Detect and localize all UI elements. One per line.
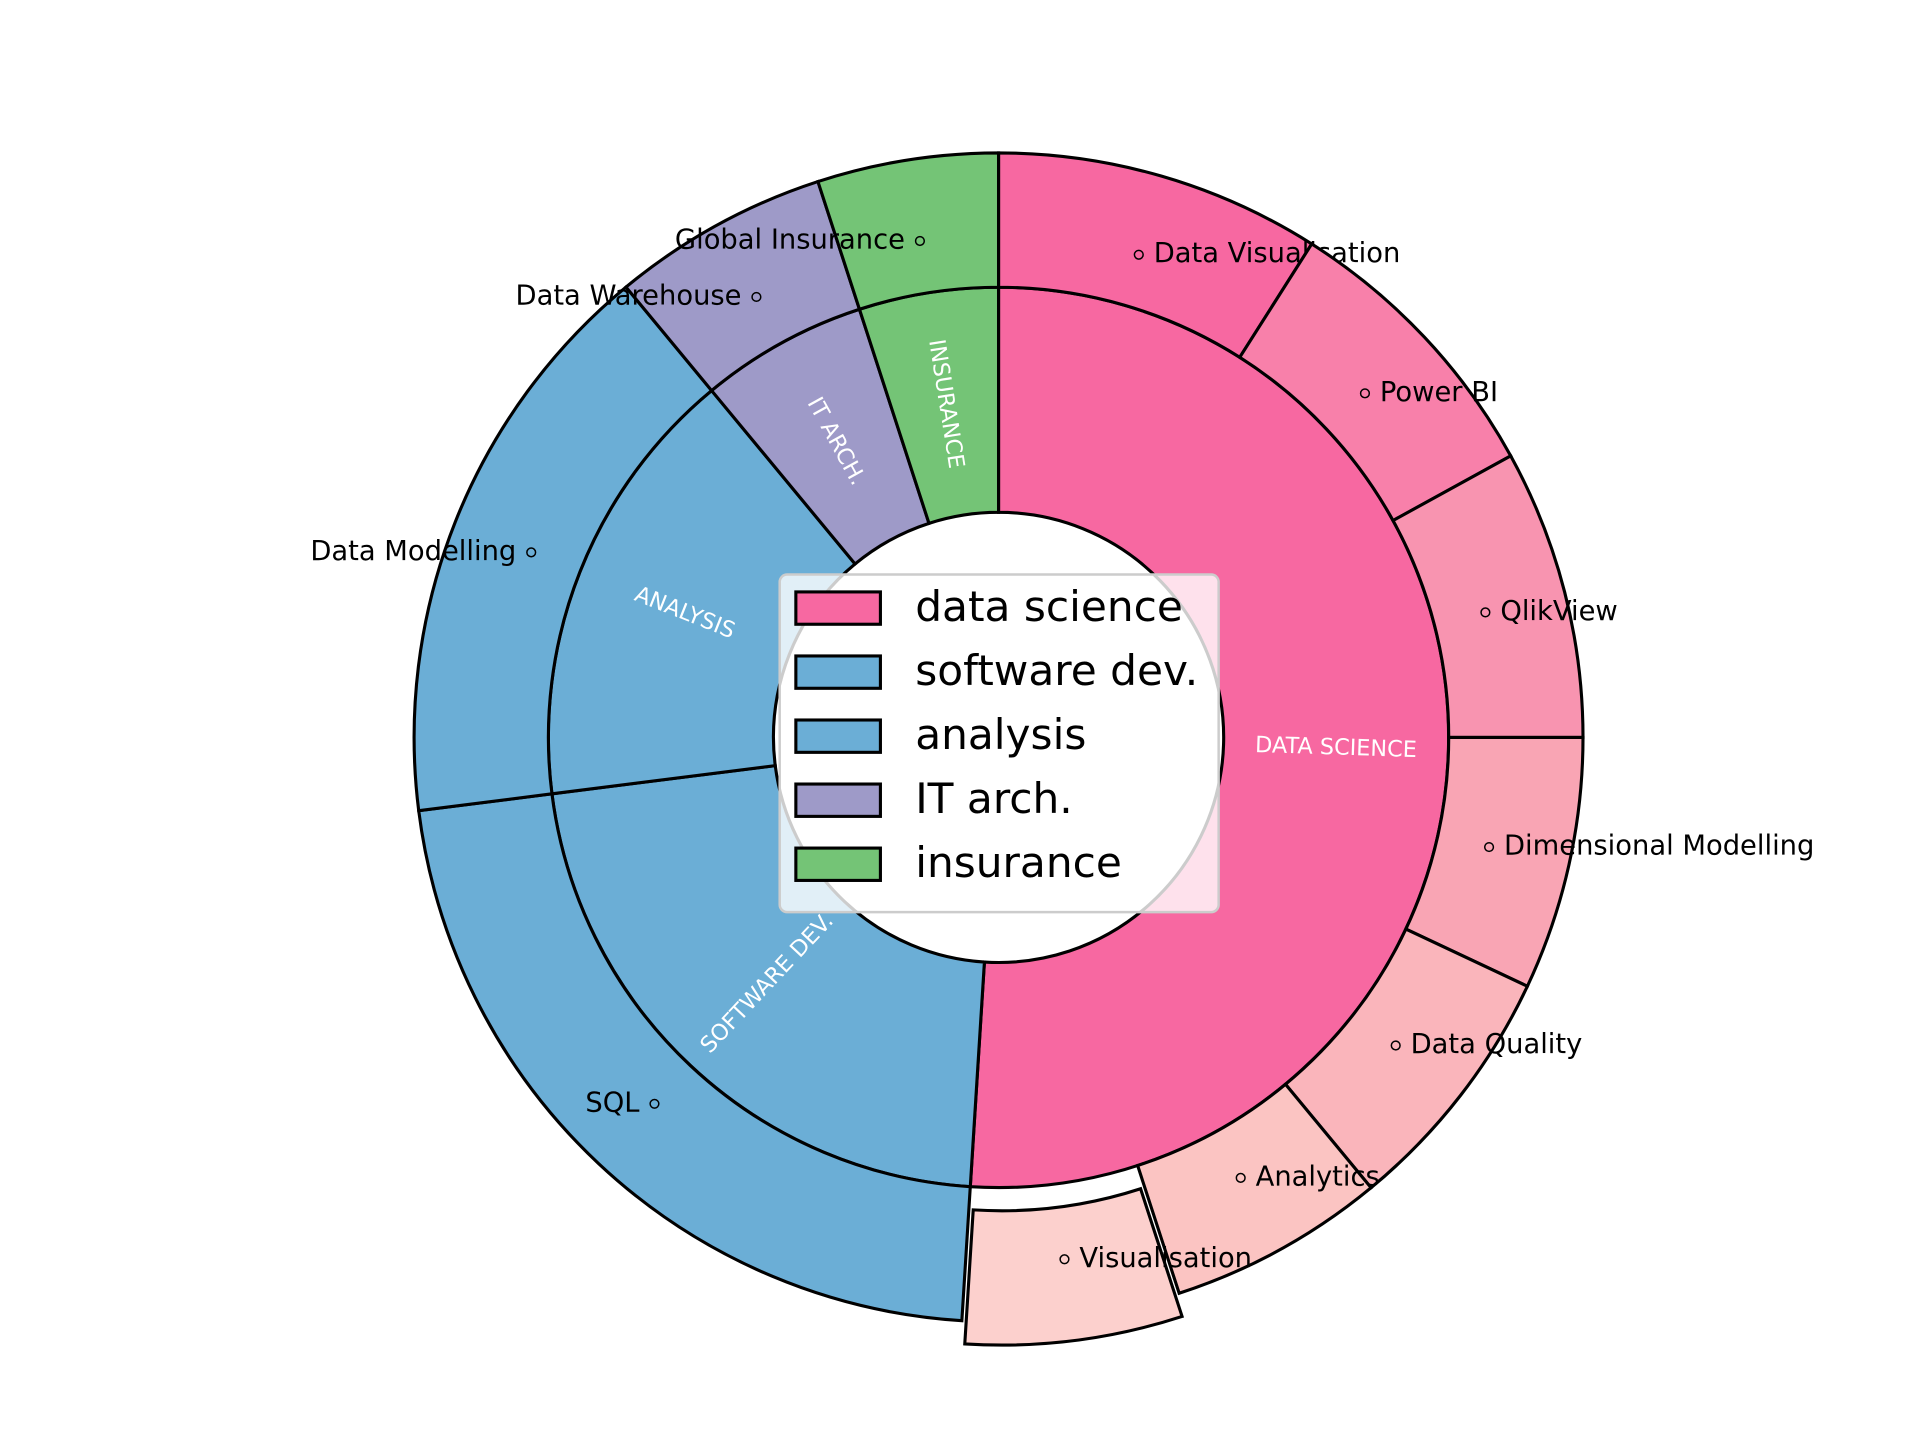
legend-swatch: [794, 782, 882, 818]
label-marker: [1059, 1254, 1070, 1265]
outer-label: Visualisation: [1079, 1243, 1252, 1274]
outer-label: Data Visualisation: [1154, 238, 1401, 269]
legend-label: IT arch.: [915, 774, 1073, 823]
outer-label: Dimensional Modelling: [1504, 831, 1814, 862]
label-marker: [1480, 607, 1491, 618]
outer-label: Power BI: [1380, 377, 1498, 408]
outer-label: Analytics: [1256, 1161, 1380, 1192]
label-marker: [751, 291, 762, 303]
outer-label: Data Quality: [1411, 1029, 1583, 1060]
legend-swatch: [794, 590, 882, 626]
legend-box: [778, 573, 1220, 914]
label-marker: [526, 547, 537, 558]
outer-label: Data Modelling: [310, 536, 516, 567]
legend-label: data science: [915, 582, 1183, 631]
legend-swatch: [794, 846, 882, 882]
legend: data science software dev. analysis IT arch…: [778, 573, 1220, 914]
outer-label: QlikView: [1500, 596, 1617, 627]
outer-wedge: [963, 1186, 1185, 1347]
label-marker: [1235, 1172, 1246, 1183]
legend-label: insurance: [915, 838, 1122, 887]
label-marker: [914, 235, 926, 247]
legend-label: analysis: [915, 710, 1086, 759]
outer-wedge: [815, 151, 1001, 312]
outer-label: SQL: [585, 1087, 640, 1118]
label-marker: [1133, 249, 1144, 260]
label-marker: [1390, 1040, 1401, 1051]
outer-label: Data Warehouse: [516, 280, 742, 311]
label-marker: [649, 1098, 660, 1109]
outer-label: Global Insurance: [675, 224, 905, 255]
legend-swatch: [794, 718, 882, 754]
outer-wedge: [416, 792, 972, 1323]
legend-label: software dev.: [915, 646, 1198, 695]
label-marker: [1483, 841, 1495, 853]
label-marker: [1359, 388, 1371, 399]
legend-swatch: [794, 654, 882, 690]
inner-label: DATA SCIENCE: [1255, 732, 1418, 763]
outer-wedge: [1135, 1082, 1374, 1296]
